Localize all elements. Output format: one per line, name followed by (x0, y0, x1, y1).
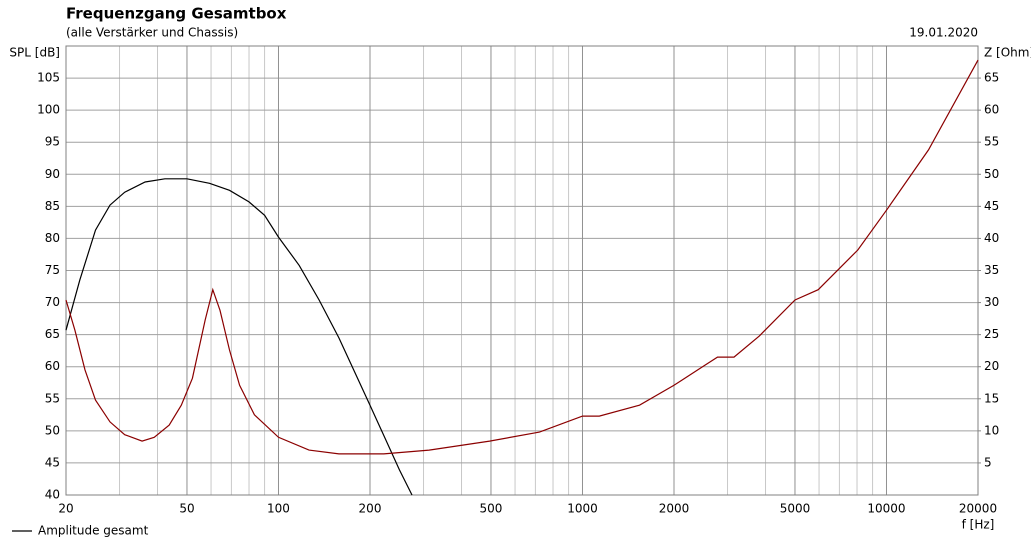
y2-tick-label: 5 (984, 455, 992, 469)
date: 19.01.2020 (909, 26, 978, 40)
y2-tick-label: 55 (984, 135, 999, 149)
y2-tick-label: 40 (984, 231, 999, 245)
y-tick-label: 90 (45, 167, 60, 181)
legend-label: Amplitude gesamt (38, 524, 149, 538)
x-axis-label: f [Hz] (962, 518, 995, 532)
y-axis-label: SPL [dB] (9, 46, 60, 60)
y-tick-label: 40 (45, 488, 60, 502)
plot-frame (65, 45, 979, 496)
y2-tick-label: 30 (984, 295, 999, 309)
y-tick-label: 60 (45, 359, 60, 373)
x-tick-label: 100 (267, 502, 290, 516)
y-tick-label: 105 (37, 71, 60, 85)
x-tick-label: 500 (480, 502, 503, 516)
y-tick-label: 45 (45, 455, 60, 469)
y-tick-label: 80 (45, 231, 60, 245)
y2-tick-label: 60 (984, 103, 999, 117)
y2-tick-label: 65 (984, 71, 999, 85)
y-tick-label: 95 (45, 135, 60, 149)
y2-tick-label: 35 (984, 263, 999, 277)
x-tick-label: 20 (58, 502, 73, 516)
y2-tick-label: 50 (984, 167, 999, 181)
y-tick-label: 55 (45, 391, 60, 405)
y2-tick-label: 45 (984, 199, 999, 213)
series-line (65, 178, 413, 496)
y-tick-label: 65 (45, 327, 60, 341)
x-tick-label: 5000 (780, 502, 811, 516)
series-line (65, 59, 979, 455)
y-tick-label: 85 (45, 199, 60, 213)
x-tick-label: 1000 (567, 502, 598, 516)
y-tick-label: 75 (45, 263, 60, 277)
y2-tick-label: 25 (984, 327, 999, 341)
x-tick-label: 10000 (867, 502, 905, 516)
x-tick-label: 200 (359, 502, 382, 516)
chart-subtitle: (alle Verstärker und Chassis) (66, 26, 238, 40)
x-tick-label: 50 (179, 502, 194, 516)
y2-tick-label: 10 (984, 423, 999, 437)
y2-axis-label: Z [Ohm] (984, 46, 1031, 60)
x-tick-label: 2000 (659, 502, 690, 516)
y2-tick-label: 20 (984, 359, 999, 373)
y-tick-label: 50 (45, 423, 60, 437)
chart-title: Frequenzgang Gesamtbox (66, 5, 287, 23)
y-tick-label: 100 (37, 103, 60, 117)
y2-tick-label: 15 (984, 391, 999, 405)
x-tick-label: 20000 (959, 502, 997, 516)
y-tick-label: 70 (45, 295, 60, 309)
